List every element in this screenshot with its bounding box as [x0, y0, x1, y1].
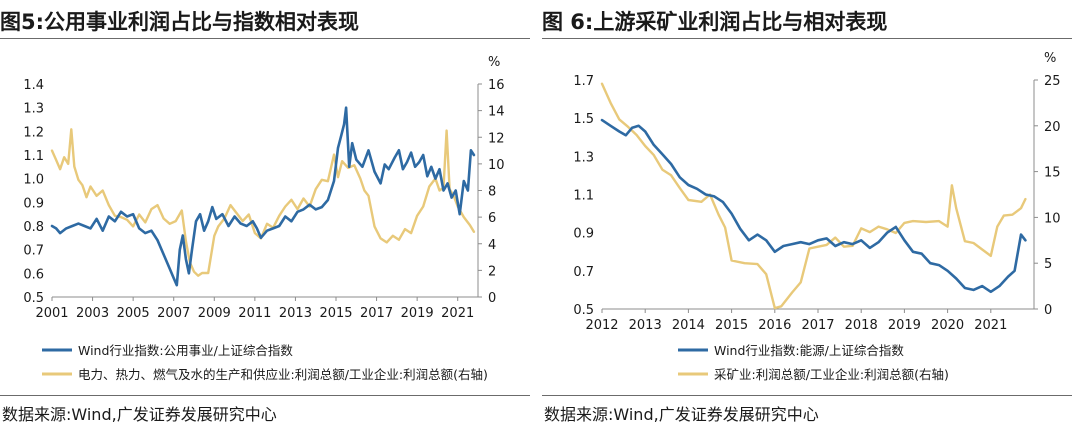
- y-right-tick-label: 0: [1044, 303, 1052, 318]
- y-left-tick-label: 1.1: [23, 149, 44, 164]
- y-right-unit-label: %: [1044, 51, 1056, 66]
- y-left-tick-label: 1.7: [573, 74, 594, 89]
- y-left-tick-label: 1.4: [23, 78, 44, 93]
- x-tick-label: 2017: [360, 306, 393, 321]
- x-tick-label: 2013: [279, 306, 312, 321]
- y-left-tick-label: 0.9: [23, 196, 44, 211]
- x-tick-label: 2015: [319, 306, 352, 321]
- x-tick-label: 2021: [441, 306, 474, 321]
- x-tick-label: 2016: [758, 318, 791, 333]
- x-tick-label: 2003: [76, 306, 109, 321]
- y-left-tick-label: 1.3: [573, 150, 594, 165]
- y-left-tick-label: 1.0: [23, 173, 44, 188]
- source-rule: [542, 395, 1072, 396]
- x-tick-label: 2005: [117, 306, 150, 321]
- x-tick-label: 2014: [672, 318, 705, 333]
- chart-left: 0.5 0.6 0.7 0.8 0.9 1.0 1.1 1.2 1.3 1.4 0 2 4 6 8 10 12 1…: [23, 55, 505, 382]
- x-tick-label: 2009: [198, 306, 231, 321]
- chart-title: 图5:公用事业利润占比与指数相对表现: [0, 10, 360, 34]
- x-tick-label: 2013: [629, 318, 662, 333]
- y-right-tick-label: 16: [488, 78, 505, 93]
- y-left-tick-label: 1.5: [573, 112, 594, 127]
- y-right-tick-label: 20: [1044, 120, 1061, 135]
- x-tick-label: 2001: [35, 306, 68, 321]
- source-note: 数据来源:Wind,广发证券发展研究中心: [2, 405, 277, 424]
- x-tick-label: 2021: [974, 318, 1007, 333]
- y-left-tick-label: 1.2: [23, 125, 44, 140]
- y-left-tick-label: 0.7: [573, 265, 594, 280]
- y-right-tick-label: 14: [488, 105, 505, 120]
- chart-title: 图 6:上游采矿业利润占比与相对表现: [542, 10, 888, 34]
- legend-label-1: 采矿业:利润总额/工业企业:利润总额(右轴): [714, 367, 949, 382]
- series-line-1: [600, 82, 1027, 310]
- source-rule: [0, 395, 530, 396]
- title-rule: [542, 38, 1072, 39]
- x-tick-label: 2011: [238, 306, 271, 321]
- x-tick-label: 2012: [585, 318, 618, 333]
- y-right-unit-label: %: [488, 55, 500, 70]
- chart-panel-left: 图5:公用事业利润占比与指数相对表现 0.5 0.6 0.7 0.8 0.9 1.0 1.1…: [0, 0, 538, 429]
- y-left-tick-label: 0.9: [573, 227, 594, 242]
- x-tick-label: 2018: [845, 318, 878, 333]
- y-right-tick-label: 2: [488, 264, 496, 279]
- y-right-tick-label: 10: [488, 158, 505, 173]
- y-left-tick-label: 0.5: [23, 291, 44, 306]
- title-rule: [0, 38, 530, 39]
- chart-right: 0.5 0.7 0.9 1.1 1.3 1.5 1.7 0 5 10 15 20 25% 2012 2013…: [573, 51, 1061, 382]
- y-right-tick-label: 10: [1044, 211, 1061, 226]
- y-left-tick-label: 1.1: [573, 189, 594, 204]
- y-right-tick-label: 8: [488, 185, 496, 200]
- y-left-tick-label: 0.6: [23, 267, 44, 282]
- y-right-tick-label: 15: [1044, 166, 1061, 181]
- y-right-tick-label: 12: [488, 131, 505, 146]
- x-tick-label: 2019: [401, 306, 434, 321]
- legend-label-0: Wind行业指数:能源/上证综合指数: [714, 343, 904, 358]
- y-left-tick-label: 1.3: [23, 102, 44, 117]
- y-left-tick-label: 0.5: [573, 303, 594, 318]
- series-line-0: [600, 118, 1027, 294]
- legend-label-0: Wind行业指数:公用事业/上证综合指数: [78, 343, 293, 358]
- y-right-tick-label: 6: [488, 211, 496, 226]
- y-right-tick-label: 0: [488, 291, 496, 306]
- series-line-0: [50, 106, 476, 287]
- y-left-tick-label: 0.7: [23, 244, 44, 259]
- series-line-1: [50, 128, 476, 277]
- y-right-tick-label: 5: [1044, 257, 1052, 272]
- x-tick-label: 2015: [715, 318, 748, 333]
- y-left-tick-label: 0.8: [23, 220, 44, 235]
- y-right-tick-label: 4: [488, 238, 496, 253]
- legend-label-1: 电力、热力、燃气及水的生产和供应业:利润总额/工业企业:利润总额(右轴): [78, 367, 488, 382]
- y-right-tick-label: 25: [1044, 74, 1061, 89]
- x-tick-label: 2007: [157, 306, 190, 321]
- chart-panel-right: 图 6:上游采矿业利润占比与相对表现 0.5 0.7 0.9 1.1 1.3 1.5 1.7…: [542, 0, 1080, 429]
- x-tick-label: 2019: [888, 318, 921, 333]
- x-tick-label: 2017: [801, 318, 834, 333]
- source-note: 数据来源:Wind,广发证券发展研究中心: [544, 405, 819, 424]
- x-tick-label: 2020: [931, 318, 964, 333]
